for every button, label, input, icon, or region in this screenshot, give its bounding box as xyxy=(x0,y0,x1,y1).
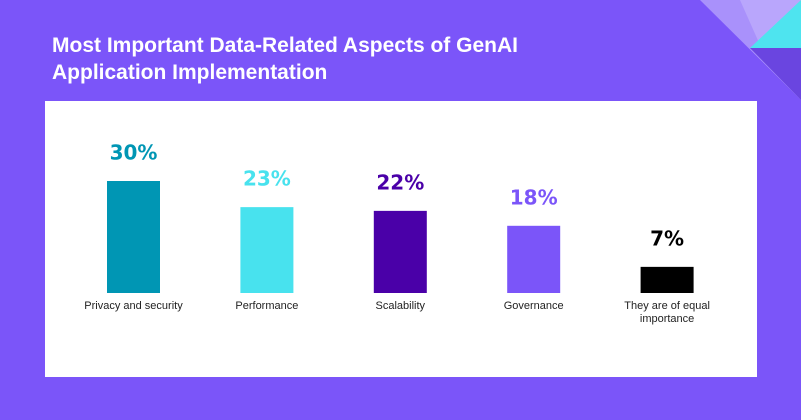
value-label: 30% xyxy=(110,141,158,165)
bar xyxy=(107,181,160,293)
value-label: 18% xyxy=(510,185,558,209)
value-label: 7% xyxy=(650,226,684,250)
bar xyxy=(507,225,561,293)
value-label: 22% xyxy=(376,170,424,194)
bar xyxy=(240,207,294,293)
x-tick-label: Governance xyxy=(503,300,564,312)
bar xyxy=(640,266,694,293)
bar xyxy=(373,210,427,293)
chart-title: Most Important Data-Related Aspects of G… xyxy=(52,34,518,84)
x-tick-label: They are of equal importance xyxy=(624,300,710,325)
x-tick-label: Performance xyxy=(235,300,299,312)
value-label: 23% xyxy=(243,167,291,191)
x-tick-label: Scalability xyxy=(375,300,426,312)
x-tick-label: Privacy and security xyxy=(84,300,183,312)
